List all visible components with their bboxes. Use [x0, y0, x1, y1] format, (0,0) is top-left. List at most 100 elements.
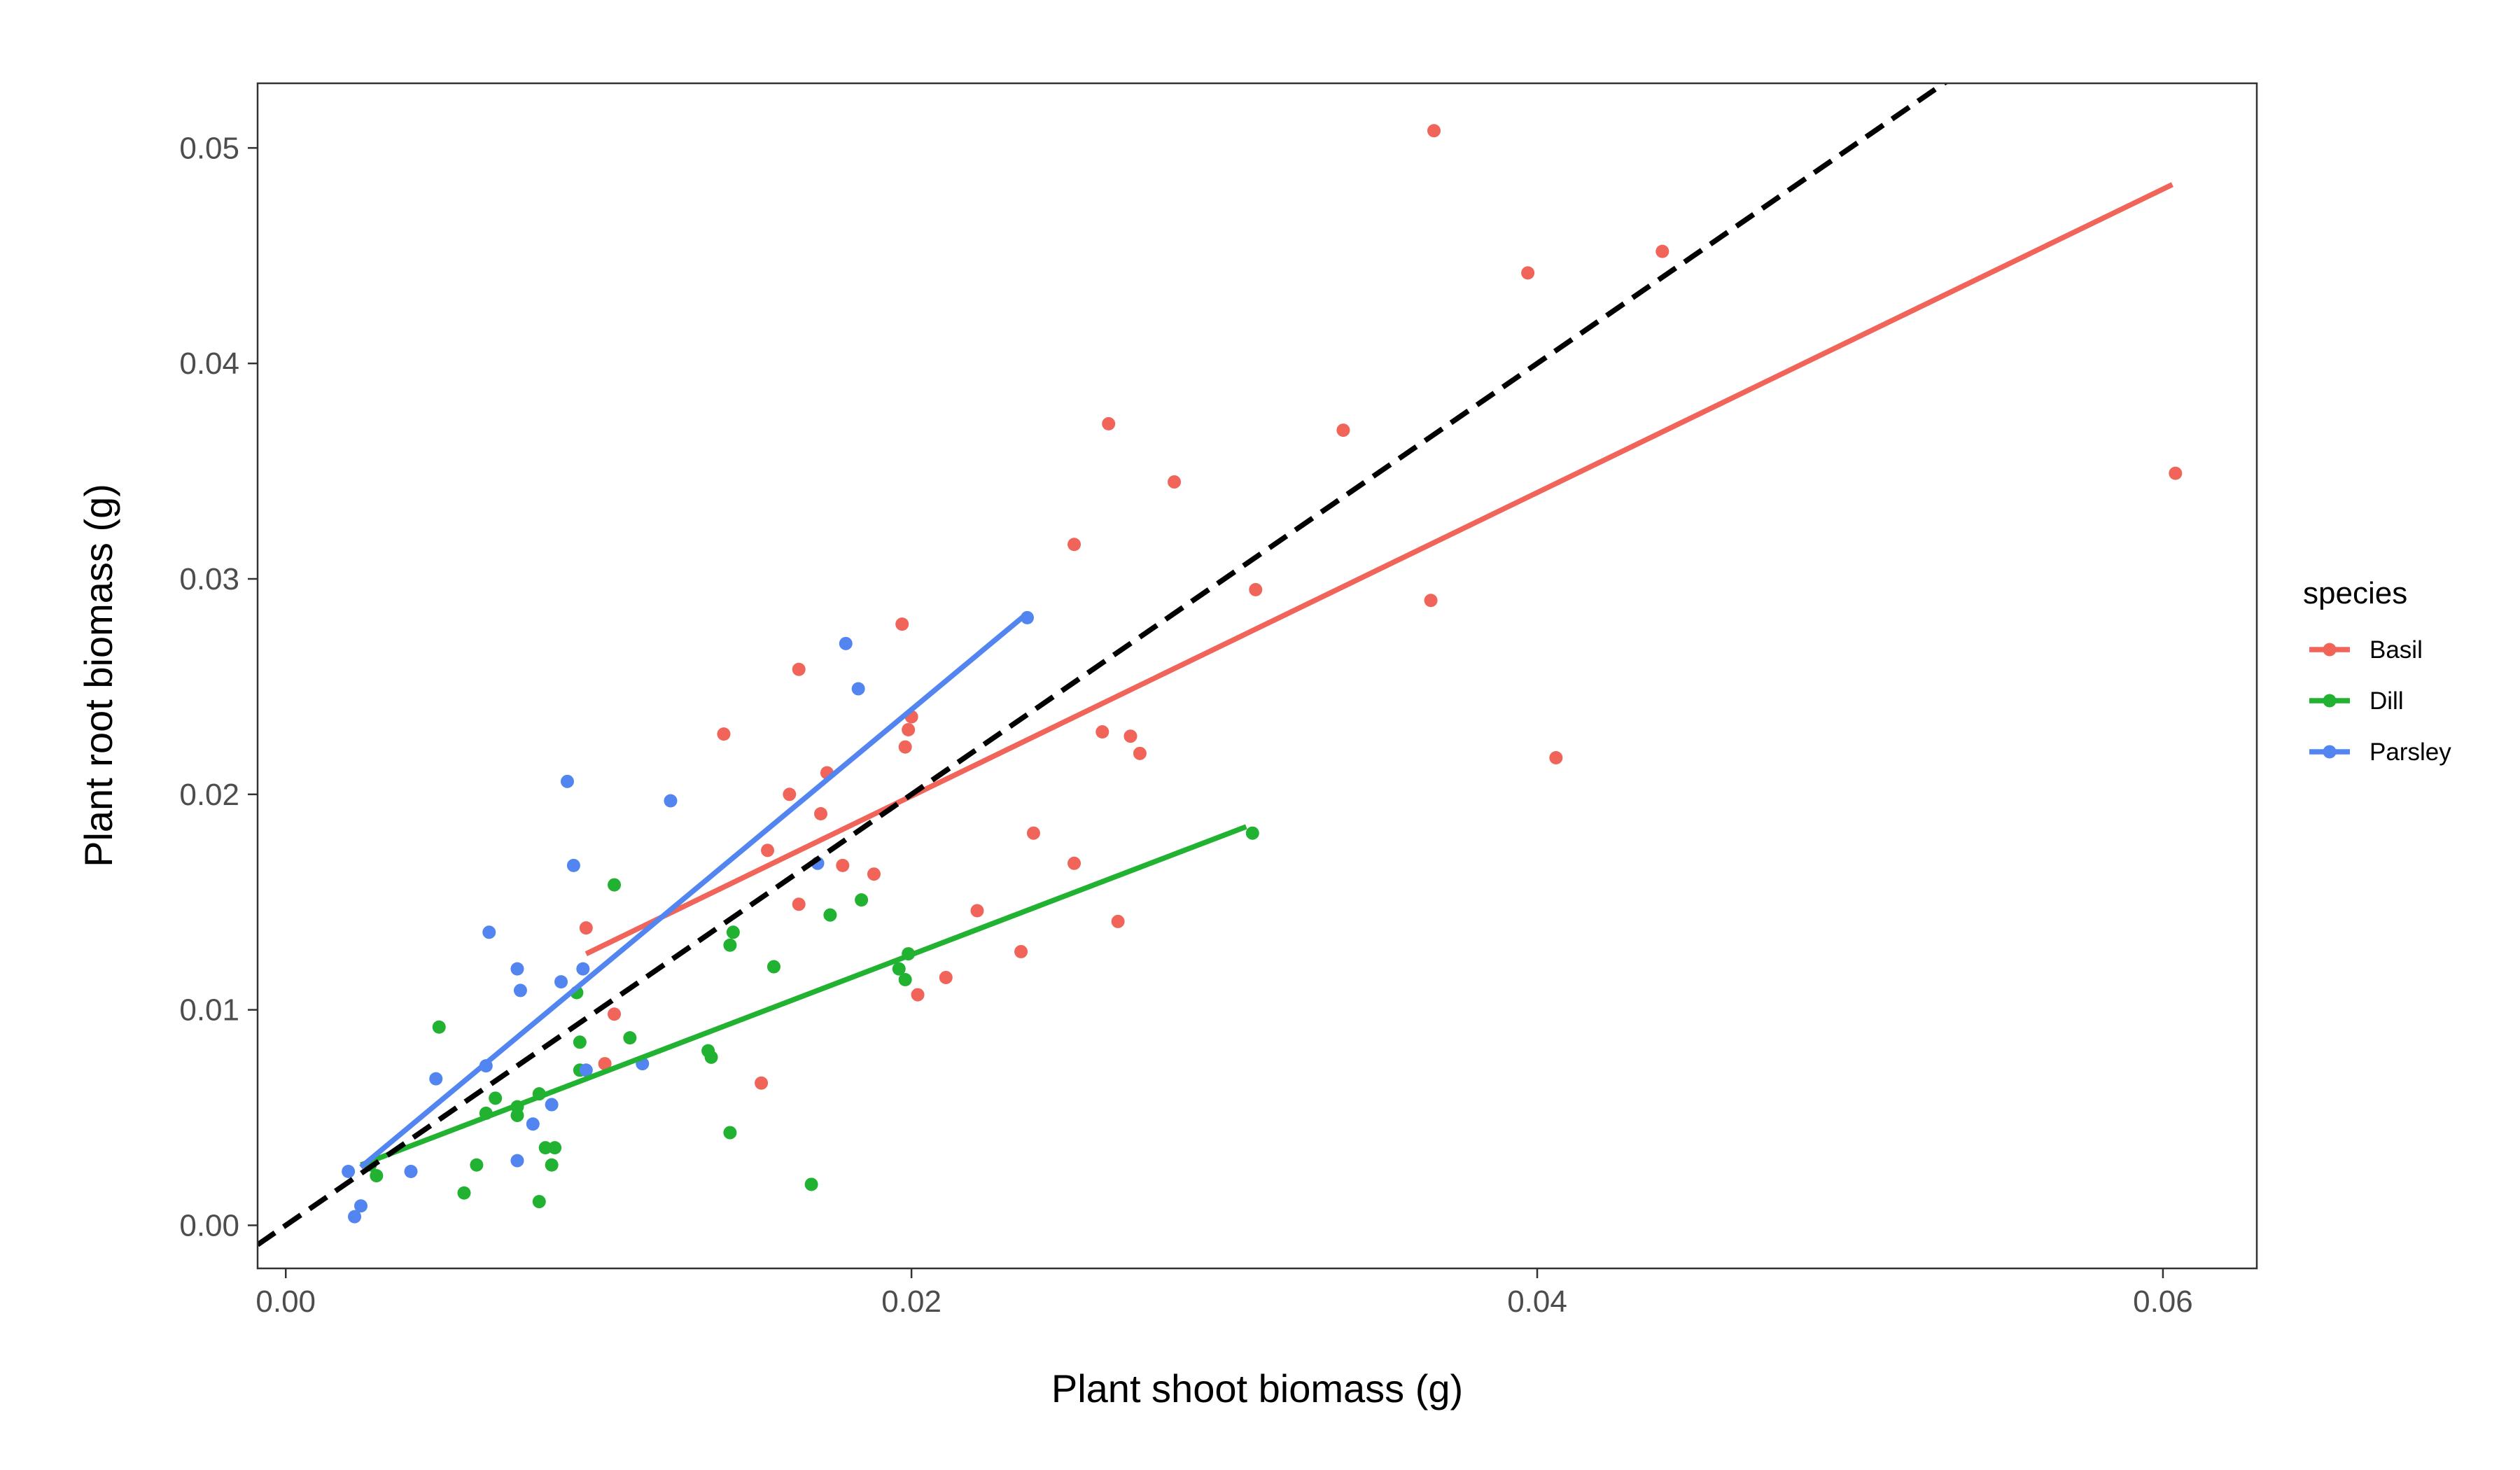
y-tick-label-0: 0.00 — [179, 1208, 239, 1242]
legend-key-point-dill — [2323, 694, 2337, 708]
point-basil-24 — [761, 844, 775, 858]
point-basil-28 — [792, 897, 806, 911]
point-parsley-19 — [404, 1164, 418, 1178]
point-dill-4 — [726, 925, 740, 939]
point-basil-17 — [898, 740, 912, 754]
point-basil-26 — [836, 858, 850, 872]
fit-line-basil — [584, 182, 2174, 956]
point-basil-19 — [1549, 750, 1563, 764]
point-parsley-1 — [839, 636, 853, 650]
point-basil-1 — [1656, 244, 1670, 258]
point-dill-0 — [1245, 826, 1259, 840]
point-parsley-10 — [554, 975, 568, 989]
point-parsley-21 — [354, 1199, 368, 1213]
point-basil-23 — [1026, 826, 1040, 840]
point-dill-31 — [532, 1195, 546, 1209]
point-basil-4 — [1336, 424, 1350, 438]
point-parsley-20 — [342, 1164, 356, 1178]
point-parsley-11 — [513, 983, 527, 997]
point-dill-8 — [892, 962, 906, 976]
point-basil-2 — [1521, 266, 1535, 280]
point-basil-16 — [1124, 729, 1138, 743]
point-dill-7 — [766, 960, 780, 974]
point-dill-26 — [470, 1158, 484, 1172]
legend-entry-basil: Basil — [2309, 636, 2423, 664]
point-dill-23 — [538, 1141, 552, 1155]
point-parsley-22 — [348, 1210, 362, 1224]
point-basil-37 — [755, 1076, 769, 1090]
legend-entry-parsley: Parsley — [2309, 738, 2451, 766]
point-parsley-7 — [482, 925, 496, 939]
fit-line-parsley — [359, 611, 1029, 1170]
legend-label-basil: Basil — [2370, 636, 2423, 664]
y-tick-label-2: 0.02 — [179, 778, 239, 812]
x-tick-label-0: 0.00 — [255, 1284, 316, 1319]
point-dill-13 — [573, 1035, 587, 1049]
point-parsley-3 — [560, 774, 574, 788]
y-tick-label-5: 0.05 — [179, 131, 239, 165]
legend-title: species — [2303, 576, 2407, 610]
y-tick-label-1: 0.01 — [179, 993, 239, 1028]
series-basil-points — [579, 124, 2183, 1090]
y-axis-title: Plant root biomass (g) — [76, 484, 120, 867]
plot-marks — [258, 83, 2183, 1247]
legend-entry-dill: Dill — [2309, 687, 2404, 715]
point-dill-30 — [457, 1186, 471, 1200]
point-basil-14 — [717, 727, 731, 741]
point-basil-8 — [1249, 582, 1263, 596]
legend-key-point-parsley — [2323, 745, 2337, 759]
point-basil-6 — [1168, 475, 1182, 489]
point-dill-18 — [489, 1091, 503, 1105]
point-basil-15 — [1096, 725, 1110, 739]
point-parsley-14 — [579, 1063, 593, 1077]
point-parsley-16 — [545, 1098, 559, 1112]
point-basil-13 — [902, 722, 916, 736]
point-basil-9 — [1424, 594, 1438, 608]
point-dill-1 — [608, 878, 622, 892]
point-parsley-15 — [429, 1072, 443, 1086]
point-parsley-18 — [510, 1154, 524, 1168]
legend-label-parsley: Parsley — [2370, 738, 2451, 766]
series-dill-points — [363, 826, 1259, 1209]
plot-panel-border — [256, 82, 2258, 1270]
axes: 0.00 0.02 0.04 0.06 0.00 0.01 0.02 0.03 0.04 0.05 — [179, 131, 2192, 1319]
point-dill-3 — [823, 908, 837, 922]
point-basil-3 — [1102, 416, 1116, 430]
point-basil-36 — [598, 1057, 612, 1071]
x-tick-label-1: 0.02 — [881, 1284, 941, 1319]
fit-line-dill — [360, 824, 1247, 1168]
point-dill-5 — [723, 938, 737, 952]
point-parsley-9 — [576, 962, 590, 976]
point-dill-11 — [432, 1020, 446, 1034]
point-basil-22 — [814, 807, 828, 821]
x-tick-label-3: 0.06 — [2133, 1284, 2193, 1319]
point-dill-22 — [723, 1126, 737, 1140]
point-parsley-8 — [510, 962, 524, 976]
point-parsley-4 — [664, 794, 678, 808]
point-basil-10 — [895, 617, 909, 631]
point-basil-34 — [911, 988, 925, 1002]
point-parsley-2 — [851, 682, 865, 696]
point-basil-21 — [783, 788, 797, 802]
point-dill-28 — [370, 1169, 384, 1183]
point-parsley-5 — [566, 858, 580, 872]
y-tick-label-3: 0.03 — [179, 562, 239, 596]
reference-line-dashed — [258, 83, 1949, 1247]
point-dill-24 — [548, 1141, 562, 1155]
legend-key-point-basil — [2323, 643, 2337, 657]
point-dill-9 — [898, 973, 912, 987]
point-dill-29 — [804, 1177, 818, 1191]
point-dill-2 — [855, 893, 869, 907]
point-parsley-17 — [526, 1117, 540, 1131]
point-dill-21 — [510, 1108, 524, 1122]
point-basil-33 — [939, 970, 953, 984]
point-basil-11 — [792, 662, 806, 676]
point-dill-27 — [545, 1158, 559, 1172]
point-basil-5 — [2169, 466, 2183, 480]
point-basil-32 — [1014, 945, 1028, 959]
x-axis-title: Plant shoot biomass (g) — [1051, 1366, 1463, 1410]
series-parsley-points — [342, 610, 1034, 1224]
legend: species Basil Dill Parsley — [2303, 576, 2451, 766]
